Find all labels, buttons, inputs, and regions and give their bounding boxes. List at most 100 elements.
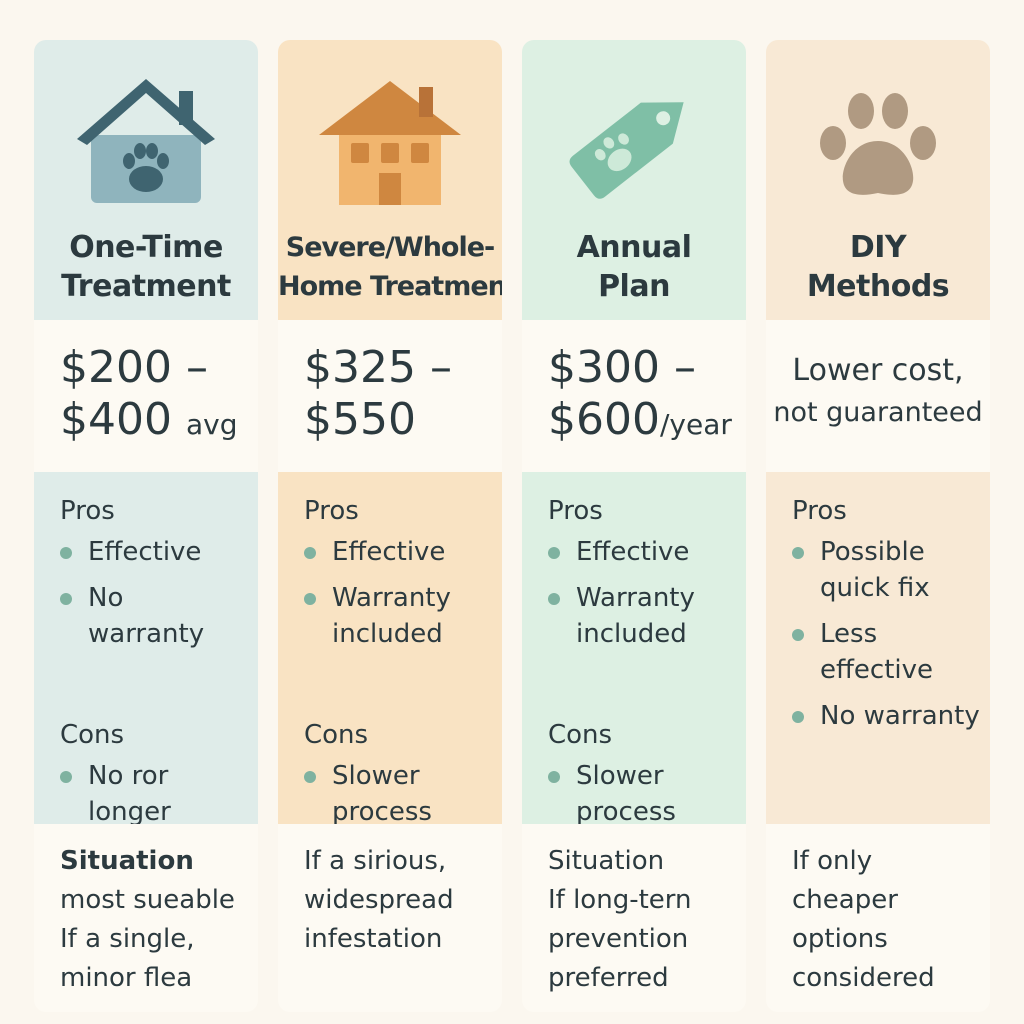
situation-line: minor flea [60, 963, 193, 993]
price: $300 – $600/year [548, 342, 732, 451]
bullet-dot [548, 593, 560, 605]
cons-heading: Cons [548, 720, 613, 750]
situation-line: options [792, 924, 888, 954]
situation-line: cheaper [792, 885, 898, 915]
list-item: Effective [548, 534, 746, 570]
column-annual-plan: Annual Plan $300 – $600/year Pros Effect… [522, 40, 746, 1012]
bullet-dot [60, 593, 72, 605]
cons-heading: Cons [304, 720, 369, 750]
house-paw-icon [77, 79, 215, 203]
cons-list: Slower process [278, 758, 502, 830]
pros-heading: Pros [60, 496, 115, 526]
situation-section: Situation If long-tern prevention prefer… [522, 824, 746, 1012]
price-tag-icon [569, 102, 684, 199]
price-note-line: not guaranteed [773, 397, 983, 428]
list-item: Warranty included [548, 580, 746, 652]
situation-label: Situation [60, 846, 194, 876]
price-line: $550 [304, 394, 416, 445]
pros-cons-section: Pros Effective No warranty Cons No ror l… [34, 472, 258, 827]
column-title: Annual Plan [522, 228, 746, 306]
list-item: Warranty included [304, 580, 502, 652]
bullet-dot [304, 593, 316, 605]
situation-section: If only cheaper options considered [766, 824, 990, 1012]
house-icon [319, 81, 461, 205]
pros-list: Effective Warranty included [522, 534, 746, 652]
situation-line: considered [792, 963, 935, 993]
situation-line: If long-tern [548, 885, 692, 915]
list-item: No warranty [792, 698, 990, 734]
situation-line: widespread [304, 885, 454, 915]
price-section: Lower cost, not guaranteed [766, 320, 990, 472]
list-item: Possible quick fix [792, 534, 990, 606]
column-diy-methods: DIY Methods Lower cost, not guaranteed P… [766, 40, 990, 1012]
situation-line: most sueable [60, 885, 235, 915]
bullet-dot [60, 771, 72, 783]
pros-cons-section: Pros Possible quick fix Less effective N… [766, 472, 990, 824]
pros-cons-section: Pros Effective Warranty included Cons Sl… [522, 472, 746, 827]
title-line: Home Treatment [278, 271, 502, 302]
title-line: DIY [849, 230, 907, 265]
list-item: Effective [60, 534, 258, 570]
price-section: $200 – $400 avg [34, 320, 258, 472]
list-item: Slower process [548, 758, 746, 830]
title-line: Plan [598, 269, 670, 304]
price-line: $325 – [304, 342, 452, 393]
price-line: $600 [548, 394, 660, 445]
title-line: Annual [576, 230, 692, 265]
price-unit: avg [185, 408, 238, 441]
list-item: Less effective [792, 616, 990, 688]
title-line: Severe/Whole- [285, 232, 495, 263]
pros-list: Possible quick fix Less effective No war… [766, 534, 990, 734]
situation-section: Situation most sueable If a single, mino… [34, 824, 258, 1012]
pros-heading: Pros [304, 496, 359, 526]
bullet-dot [548, 547, 560, 559]
price-section: $325 – $550 [278, 320, 502, 472]
bullet-dot [60, 547, 72, 559]
title-line: One-Time [69, 230, 223, 265]
pros-list: Effective Warranty included [278, 534, 502, 652]
price-line: $200 – [60, 342, 208, 393]
list-item: No warranty [60, 580, 258, 652]
list-item: No ror longer [60, 758, 258, 830]
list-item: Effective [304, 534, 502, 570]
price: $325 – $550 [304, 342, 452, 446]
bullet-dot [548, 771, 560, 783]
bullet-dot [792, 547, 804, 559]
column-title: Severe/Whole- Home Treatment [278, 228, 502, 306]
cons-heading: Cons [60, 720, 125, 750]
situation-line: infestation [304, 924, 443, 954]
column-title: DIY Methods [766, 228, 990, 306]
bullet-dot [304, 547, 316, 559]
pros-heading: Pros [792, 496, 847, 526]
bullet-dot [792, 629, 804, 641]
price-line: $400 [60, 394, 172, 445]
pros-heading: Pros [548, 496, 603, 526]
situation-line: If a single, [60, 924, 195, 954]
title-line: Treatment [61, 269, 231, 304]
situation-line: If only [792, 846, 873, 876]
price: $200 – $400 avg [60, 342, 238, 451]
column-title: One-Time Treatment [34, 228, 258, 306]
bullet-dot [792, 711, 804, 723]
column-header: Severe/Whole- Home Treatment [278, 40, 502, 320]
situation-label: Situation [548, 846, 665, 876]
situation-section: If a sirious, widespread infestation [278, 824, 502, 1012]
column-one-time-treatment: One-Time Treatment $200 – $400 avg Pros … [34, 40, 258, 1012]
title-line: Methods [806, 269, 950, 304]
price-unit: /year [659, 408, 732, 441]
pros-list: Effective No warranty [34, 534, 258, 652]
column-severe-whole-home-treatment: Severe/Whole- Home Treatment $325 – $550… [278, 40, 502, 1012]
price-line: $300 – [548, 342, 696, 393]
price-note-line: Lower cost, [792, 353, 964, 388]
price-section: $300 – $600/year [522, 320, 746, 472]
situation-line: If a sirious, [304, 846, 447, 876]
situation-line: preferred [548, 963, 669, 993]
column-header: DIY Methods [766, 40, 990, 320]
pros-cons-section: Pros Effective Warranty included Cons Sl… [278, 472, 502, 827]
cons-list: No ror longer [34, 758, 258, 830]
price-note: Lower cost, not guaranteed [766, 350, 990, 434]
column-header: Annual Plan [522, 40, 746, 320]
list-item: Slower process [304, 758, 502, 830]
situation-line: prevention [548, 924, 689, 954]
